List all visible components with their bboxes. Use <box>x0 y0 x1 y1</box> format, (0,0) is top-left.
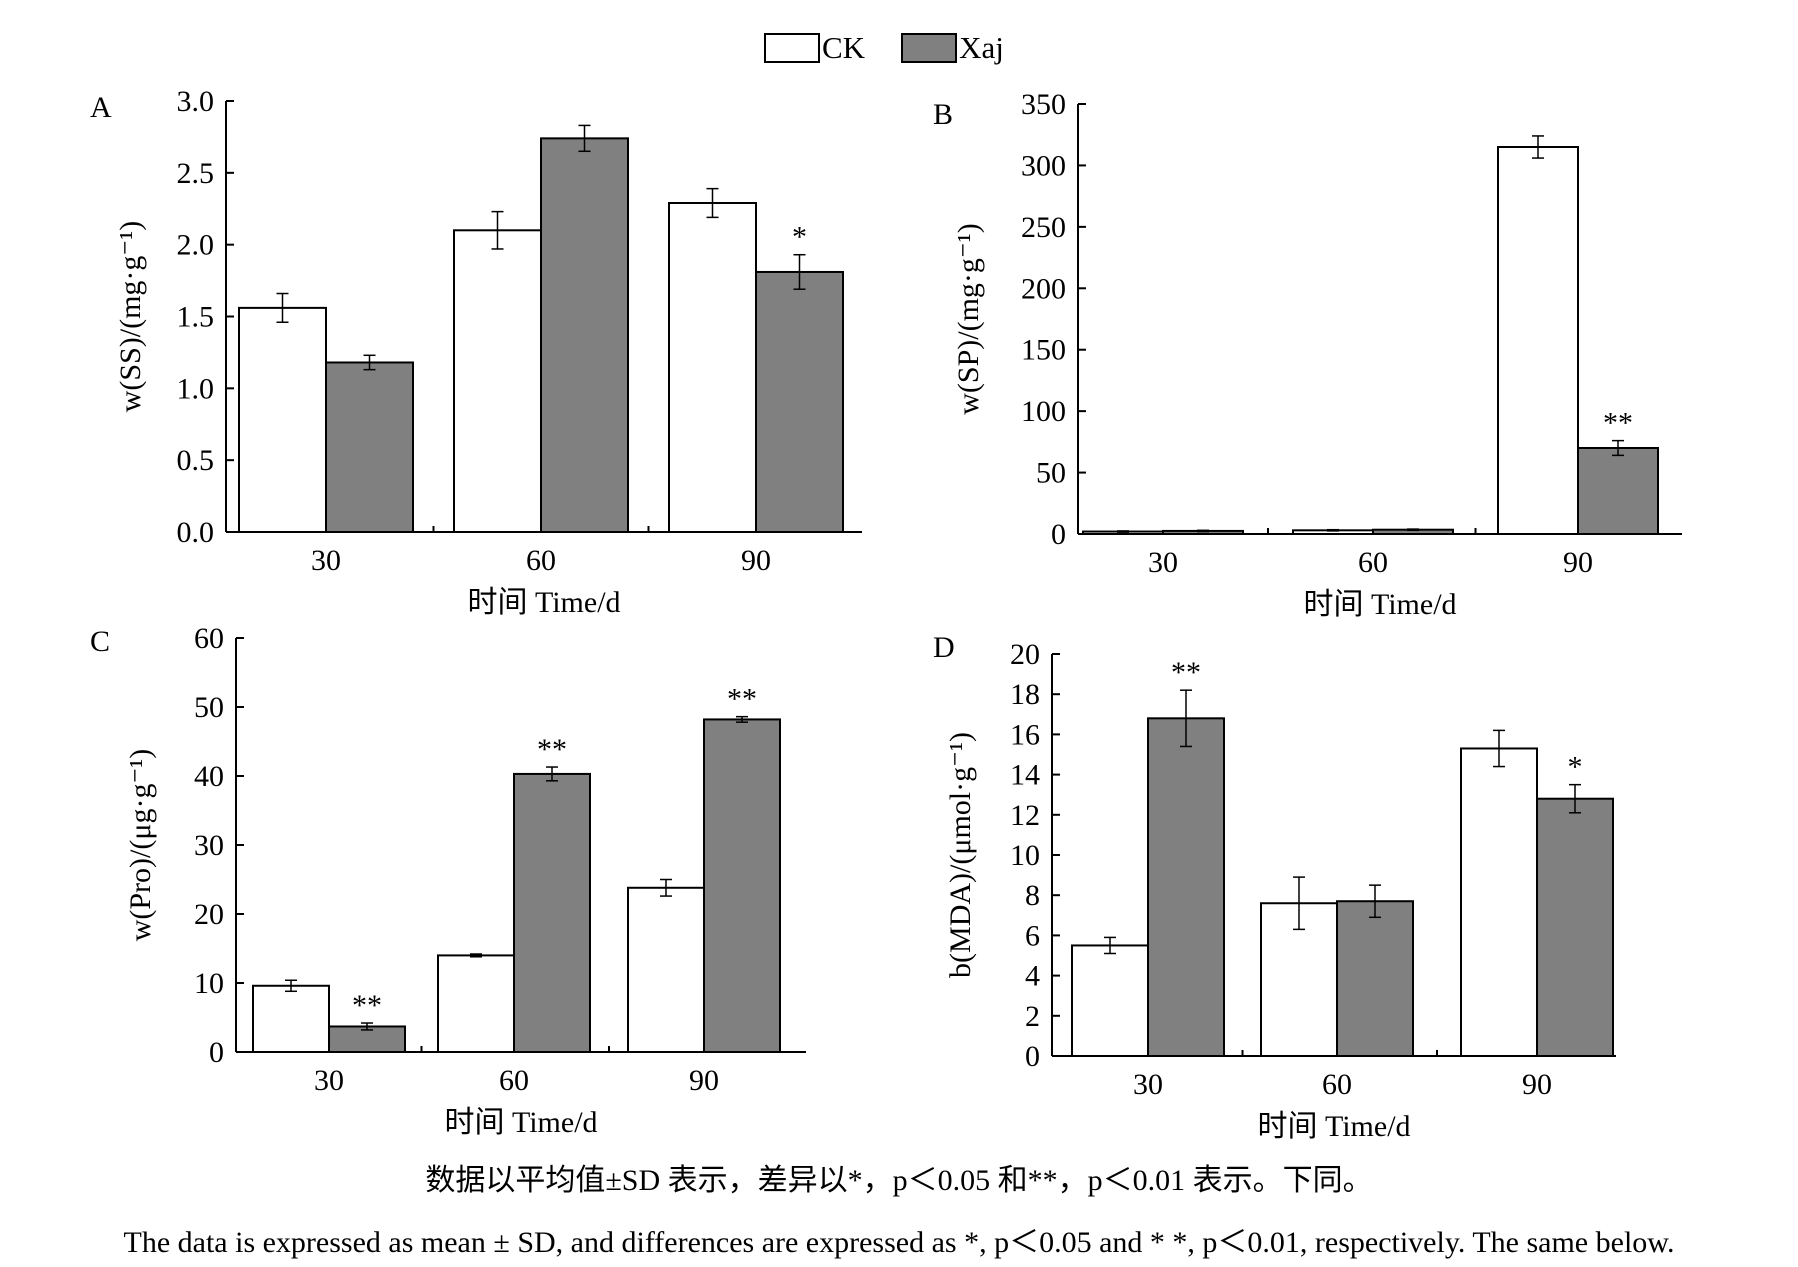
significance-mark: ** <box>352 989 382 1022</box>
panel-letter: B <box>933 98 953 131</box>
y-tick-label: 100 <box>1021 395 1066 428</box>
y-tick-label: 30 <box>194 829 224 862</box>
panel-letter: A <box>90 91 112 124</box>
y-tick-label: 8 <box>1025 879 1040 912</box>
x-tick-label: 30 <box>1148 546 1178 579</box>
legend-item-ck: CK <box>764 30 865 66</box>
significance-mark: ** <box>537 733 567 766</box>
y-tick-label: 2 <box>1025 1000 1040 1033</box>
significance-mark: ** <box>727 683 757 716</box>
significance-mark: ** <box>1171 656 1201 689</box>
x-tick-label: 60 <box>1322 1068 1352 1101</box>
y-tick-label: 40 <box>194 760 224 793</box>
bar-ck-90 <box>1460 747 1538 1057</box>
x-tick-label: 60 <box>1358 546 1388 579</box>
significance-mark: * <box>1568 751 1583 784</box>
y-tick-label: 350 <box>1021 88 1066 121</box>
bar-ck-30 <box>252 984 330 1054</box>
y-axis-title: w(SP)/(mg·g⁻¹) <box>952 223 985 414</box>
y-tick-label: 16 <box>1010 718 1040 751</box>
significance-mark: * <box>792 221 807 254</box>
chart-panel-c: C 0 10 20 30 40 50 60 ** 30 ** 60 ** 90 时间 Time/d w(Pro… <box>90 622 806 1139</box>
y-tick-label: 6 <box>1025 919 1040 952</box>
y-tick-label: 200 <box>1021 272 1066 305</box>
legend-swatch-ck <box>764 33 820 63</box>
chart-panel-b: B 0 50 100 150 200 250 300 350 30 60 ** 90 时间 Time/d w… <box>933 88 1682 621</box>
y-tick-label: 20 <box>194 898 224 931</box>
chart-panel-d: D 0 2 4 6 8 10 12 14 16 18 20 ** 30 60 * 90 时间 Time/d b(MD… <box>933 631 1616 1143</box>
x-tick-label: 30 <box>1133 1068 1163 1101</box>
y-axis-title: b(MDA)/(μmol·g⁻¹) <box>944 732 977 978</box>
y-tick-label: 0 <box>1051 518 1066 551</box>
y-tick-label: 12 <box>1010 799 1040 832</box>
x-tick-label: 30 <box>314 1064 344 1097</box>
x-tick-label: 60 <box>526 544 556 577</box>
y-tick-label: 10 <box>194 967 224 1000</box>
panel-letter: C <box>90 625 110 658</box>
x-axis-title: 时间 Time/d <box>1303 588 1456 621</box>
y-tick-label: 1.0 <box>177 372 215 405</box>
y-tick-label: 18 <box>1010 678 1040 711</box>
caption-chinese: 数据以平均值±SD 表示，差异以*，p＜0.05 和**，p＜0.01 表示。下… <box>425 1164 1373 1197</box>
y-tick-label: 0 <box>1025 1040 1040 1073</box>
y-tick-label: 60 <box>194 622 224 655</box>
bar-ck-30 <box>238 306 327 533</box>
y-tick-label: 2.0 <box>177 229 215 262</box>
y-tick-label: 10 <box>1010 839 1040 872</box>
y-tick-label: 300 <box>1021 149 1066 182</box>
y-tick-label: 4 <box>1025 960 1040 993</box>
y-tick-label: 1.5 <box>177 301 215 334</box>
bar-ck-30 <box>1071 944 1149 1058</box>
y-tick-label: 50 <box>194 691 224 724</box>
bar-xaj-90 <box>1536 797 1614 1057</box>
y-tick-label: 50 <box>1036 457 1066 490</box>
significance-mark: ** <box>1603 407 1633 440</box>
bar-xaj-30 <box>1147 717 1225 1057</box>
chart-panel-a: A 0.0 0.5 1.0 1.5 2.0 2.5 3.0 30 60 * 90 时间 Time/d w(… <box>90 85 862 619</box>
y-axis-title: w(Pro)/(μg·g⁻¹) <box>124 749 157 942</box>
bar-ck-90 <box>627 886 705 1054</box>
bar-xaj-60 <box>540 137 629 533</box>
bar-xaj-90 <box>755 270 844 533</box>
legend-label-ck: CK <box>822 30 866 65</box>
y-tick-label: 0 <box>209 1036 224 1069</box>
bar-xaj-90 <box>703 718 781 1053</box>
x-tick-label: 30 <box>311 544 341 577</box>
x-axis-title: 时间 Time/d <box>467 586 620 619</box>
legend-swatch-xaj <box>901 33 958 63</box>
y-tick-label: 150 <box>1021 334 1066 367</box>
legend-item-xaj: Xaj <box>901 30 1004 66</box>
y-tick-label: 3.0 <box>177 85 215 118</box>
legend: CK Xaj <box>764 28 1040 68</box>
y-tick-label: 14 <box>1010 759 1040 792</box>
bar-xaj-60 <box>513 772 591 1053</box>
y-tick-label: 0.0 <box>177 516 215 549</box>
y-tick-label: 0.5 <box>177 444 215 477</box>
x-tick-label: 90 <box>1522 1068 1552 1101</box>
y-tick-label: 20 <box>1010 638 1040 671</box>
legend-label-xaj: Xaj <box>959 30 1004 65</box>
y-tick-label: 250 <box>1021 211 1066 244</box>
y-tick-label: 2.5 <box>177 157 215 190</box>
x-tick-label: 90 <box>741 544 771 577</box>
x-axis-title: 时间 Time/d <box>1257 1110 1410 1143</box>
caption-english: The data is expressed as mean ± SD, and … <box>123 1226 1675 1259</box>
bar-ck-60 <box>437 954 515 1054</box>
panel-letter: D <box>933 631 955 664</box>
x-axis-title: 时间 Time/d <box>444 1106 597 1139</box>
bar-xaj-60 <box>1336 900 1414 1057</box>
y-axis-title: w(SS)/(mg·g⁻¹) <box>114 221 147 412</box>
bar-ck-60 <box>453 229 542 534</box>
x-tick-label: 90 <box>689 1064 719 1097</box>
x-tick-label: 90 <box>1563 546 1593 579</box>
bar-ck-90 <box>1497 146 1579 535</box>
bar-xaj-30 <box>325 361 414 533</box>
bar-ck-90 <box>668 202 757 533</box>
bar-xaj-90 <box>1577 447 1659 535</box>
x-tick-label: 60 <box>499 1064 529 1097</box>
